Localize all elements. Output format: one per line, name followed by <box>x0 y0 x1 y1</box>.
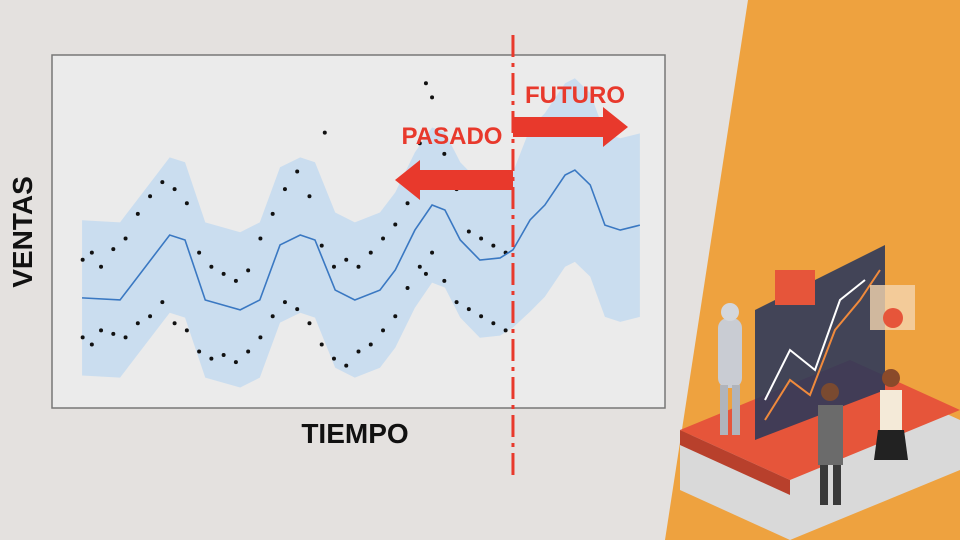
observation <box>221 353 226 358</box>
observation <box>282 300 287 305</box>
observation <box>344 363 349 368</box>
observation <box>319 342 324 347</box>
observation <box>160 180 165 185</box>
observation <box>405 201 410 206</box>
observation <box>258 335 263 340</box>
illustration <box>680 245 960 540</box>
observation <box>344 257 349 262</box>
observation <box>442 151 447 156</box>
observation <box>331 264 336 269</box>
observation <box>393 222 398 227</box>
observation <box>80 257 85 262</box>
observation <box>246 349 251 354</box>
observation <box>368 342 373 347</box>
observation <box>221 271 226 276</box>
observation <box>123 236 128 241</box>
observation <box>172 321 177 326</box>
x-axis-label: TIEMPO <box>301 418 408 449</box>
observation <box>417 141 422 146</box>
forecast-line <box>81 169 641 311</box>
observation <box>233 278 238 283</box>
observation <box>307 321 312 326</box>
observation <box>322 130 327 135</box>
observation <box>466 229 471 234</box>
observation <box>368 250 373 255</box>
observation <box>442 278 447 283</box>
observation <box>423 81 428 86</box>
observation <box>89 250 94 255</box>
observation <box>148 314 153 319</box>
observation <box>209 264 214 269</box>
observation <box>405 285 410 290</box>
observation <box>89 342 94 347</box>
observation <box>270 211 275 216</box>
observation <box>503 328 508 333</box>
observation <box>466 307 471 312</box>
observation <box>423 271 428 276</box>
observation <box>197 250 202 255</box>
observation <box>135 321 140 326</box>
observation <box>135 211 140 216</box>
observation <box>319 243 324 248</box>
observation <box>123 335 128 340</box>
observation <box>295 169 300 174</box>
observation <box>270 314 275 319</box>
observation <box>282 187 287 192</box>
observation <box>356 264 361 269</box>
observation <box>331 356 336 361</box>
observation <box>491 243 496 248</box>
arrow-past <box>395 160 513 200</box>
observation <box>246 268 251 273</box>
observation <box>197 349 202 354</box>
observation <box>160 300 165 305</box>
observation <box>258 236 263 241</box>
arrow-future <box>513 107 628 147</box>
observation <box>233 360 238 365</box>
observation <box>454 300 459 305</box>
observation <box>172 187 177 192</box>
observation <box>80 335 85 340</box>
observation <box>209 356 214 361</box>
observation <box>430 95 435 100</box>
observation <box>393 314 398 319</box>
uncertainty-band <box>82 78 640 388</box>
observation <box>184 201 189 206</box>
annotation-future: FUTURO <box>525 82 625 109</box>
annotation-past: PASADO <box>402 123 503 150</box>
observation <box>295 307 300 312</box>
observation <box>111 331 116 336</box>
observation <box>307 194 312 199</box>
observation <box>381 236 386 241</box>
observation <box>491 321 496 326</box>
y-axis-label: VENTAS <box>7 176 38 288</box>
observation <box>356 349 361 354</box>
observation <box>99 328 104 333</box>
observation <box>479 236 484 241</box>
observation <box>417 264 422 269</box>
observation <box>99 264 104 269</box>
observation <box>479 314 484 319</box>
observation <box>111 247 116 252</box>
observation <box>184 328 189 333</box>
observation <box>430 250 435 255</box>
observation <box>148 194 153 199</box>
observation <box>381 328 386 333</box>
